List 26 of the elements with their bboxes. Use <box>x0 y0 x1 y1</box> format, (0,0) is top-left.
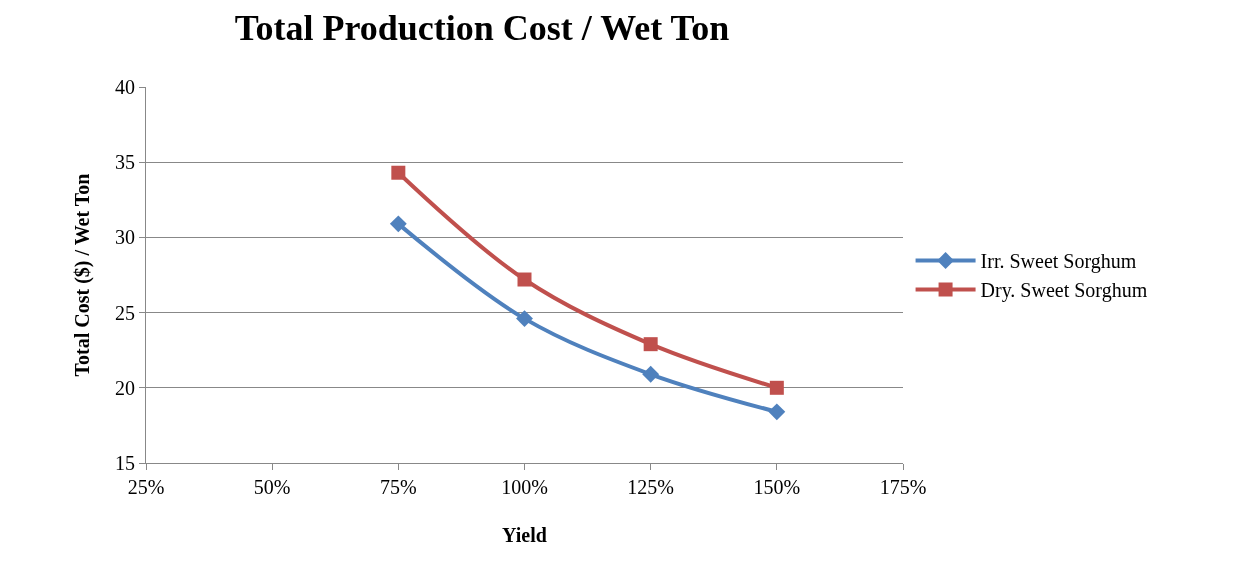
y-tick-label: 25 <box>115 301 135 324</box>
y-tick-label: 40 <box>115 76 135 98</box>
point <box>642 365 660 383</box>
point <box>389 215 407 233</box>
x-tick-label: 150% <box>753 476 801 498</box>
point <box>391 165 406 180</box>
x-tick-label: 50% <box>253 476 291 498</box>
point <box>769 380 784 395</box>
y-tick-label: 20 <box>115 376 135 399</box>
chart-title: Total Production Cost / Wet Ton <box>234 7 730 48</box>
x-axis-title: Yield <box>502 523 547 546</box>
y-tick-label: 15 <box>115 452 135 474</box>
x-tick-label: 125% <box>627 476 675 498</box>
point <box>516 310 533 328</box>
legend-label: Dry. Sweet Sorghum <box>980 279 1148 303</box>
x-tick-label: 75% <box>379 476 417 498</box>
x-tick-label: 100% <box>501 476 548 498</box>
y-tick-label: 30 <box>115 226 135 249</box>
point <box>517 272 532 287</box>
point <box>768 403 786 421</box>
point <box>643 337 658 352</box>
legend-label: Irr. Sweet Sorghum <box>980 250 1137 274</box>
y-tick-label: 35 <box>115 151 135 174</box>
x-tick-label: 175% <box>879 476 927 498</box>
y-axis-title: Total Cost ($) / Wet Ton <box>70 173 94 377</box>
x-tick-label: 25% <box>127 476 165 498</box>
